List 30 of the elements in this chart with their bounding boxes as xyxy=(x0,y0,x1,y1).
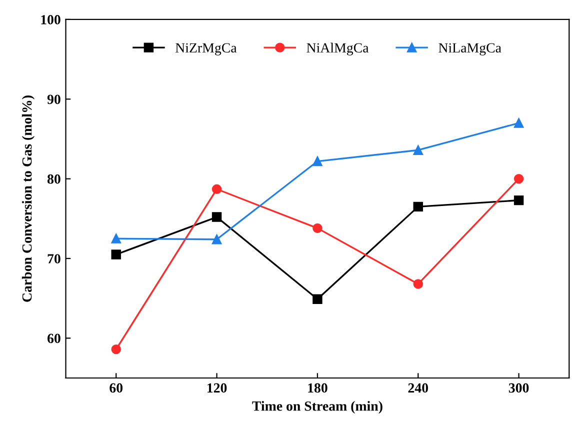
point xyxy=(514,118,524,128)
x-tick-label: 120 xyxy=(207,383,227,393)
point xyxy=(413,145,423,155)
y-tick-label: 60 xyxy=(48,334,60,344)
point xyxy=(413,279,423,289)
y-tick-label: 80 xyxy=(47,174,60,184)
y-tick-label: 100 xyxy=(41,15,60,24)
point xyxy=(413,202,423,212)
point xyxy=(111,344,121,354)
point xyxy=(212,212,222,222)
y-tick-label: 70 xyxy=(48,254,60,264)
point xyxy=(212,184,222,194)
point xyxy=(312,156,322,166)
legend-label: NiZrMgCa xyxy=(176,43,237,56)
point xyxy=(312,294,322,304)
point xyxy=(514,174,524,184)
point xyxy=(312,223,322,234)
x-tick-label: 180 xyxy=(308,383,328,393)
x-axis-title: Time on Stream (min) xyxy=(252,401,382,414)
y-axis-title: Carbon Conversion to Gas (mol%) xyxy=(22,96,35,302)
x-tick-label: 60 xyxy=(110,383,123,393)
legend-label: NiLaMgCa xyxy=(438,43,502,56)
legend-label: NiAlMgCa xyxy=(306,42,369,56)
point xyxy=(111,250,121,260)
y-tick-label: 90 xyxy=(47,94,60,104)
x-tick-label: 300 xyxy=(508,383,529,393)
x-tick-label: 240 xyxy=(408,383,428,393)
point xyxy=(212,234,222,244)
point xyxy=(514,195,524,206)
point xyxy=(111,234,121,244)
